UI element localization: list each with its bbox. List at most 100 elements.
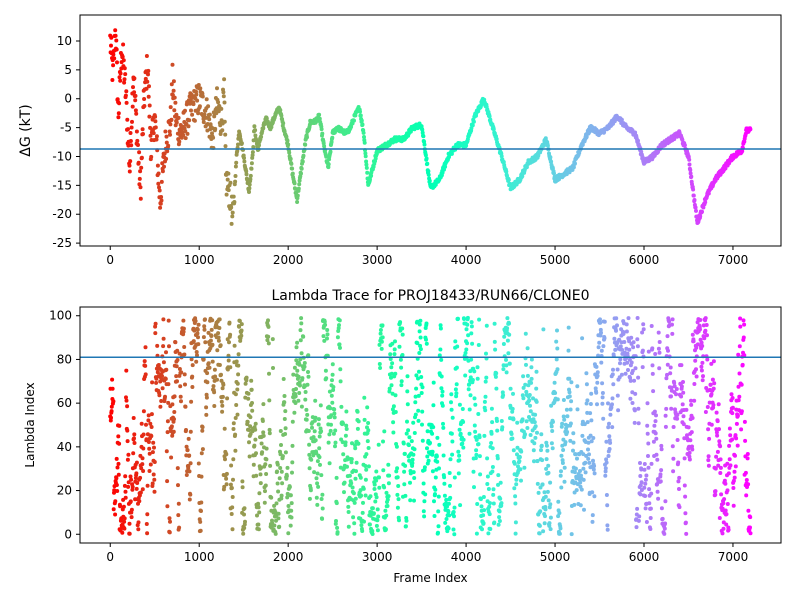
delta-g-point: [440, 170, 445, 175]
lambda-point: [544, 443, 549, 448]
lambda-point: [676, 479, 681, 484]
lambda-point: [561, 448, 566, 452]
lambda-point: [189, 357, 194, 362]
lambda-point: [110, 377, 115, 382]
lambda-point: [548, 527, 553, 532]
lambda-point: [266, 318, 270, 323]
lambda-point: [465, 315, 470, 320]
delta-g-point: [136, 143, 140, 147]
x-tick-label: 7000: [718, 253, 749, 267]
lambda-point: [442, 493, 447, 498]
lambda-point: [585, 398, 590, 403]
lambda-point: [462, 317, 467, 321]
lambda-point: [550, 446, 555, 451]
lambda-point: [261, 430, 266, 435]
lambda-point: [219, 372, 223, 377]
lambda-point: [395, 505, 400, 510]
lambda-point: [441, 425, 446, 430]
x-tick-label: 3000: [362, 253, 393, 267]
lambda-point: [589, 418, 594, 423]
lambda-point: [561, 398, 566, 402]
lambda-point: [133, 476, 138, 480]
delta-g-point: [289, 161, 294, 166]
delta-g-panel: 0 1000 2000 3000 4000 5000 6000 7000 1050-5-10-…: [18, 14, 782, 267]
lambda-point: [674, 392, 678, 397]
lambda-point: [382, 429, 387, 434]
lambda-point: [510, 406, 515, 411]
lambda-point: [217, 363, 222, 367]
lambda-point: [417, 369, 421, 374]
lambda-point: [196, 322, 201, 327]
lambda-point: [521, 374, 526, 379]
delta-g-point: [211, 135, 216, 140]
lambda-point: [472, 423, 477, 428]
delta-g-point: [253, 133, 258, 138]
lambda-point: [592, 494, 597, 499]
lambda-point: [418, 347, 423, 352]
lambda-point: [579, 487, 584, 492]
lambda-point: [379, 339, 384, 344]
lambda-point: [624, 329, 629, 334]
lambda-panel: Lambda Trace for PROJ18433/RUN66/CLONE0 …: [23, 288, 782, 585]
lambda-point: [363, 477, 368, 482]
lambda-point: [327, 461, 332, 466]
lambda-point: [399, 383, 404, 388]
lambda-point: [136, 520, 141, 525]
lambda-point: [615, 367, 620, 372]
delta-g-point: [122, 80, 127, 85]
lambda-point: [584, 382, 589, 387]
lambda-point: [605, 503, 610, 508]
lambda-point: [246, 396, 251, 401]
lambda-point: [730, 396, 735, 400]
delta-g-point: [443, 164, 448, 169]
lambda-point: [663, 499, 668, 504]
delta-g-point: [360, 122, 365, 127]
lambda-point: [352, 521, 357, 526]
lambda-point: [204, 412, 209, 417]
lambda-point: [551, 419, 555, 424]
delta-g-point: [123, 72, 128, 77]
lambda-point: [529, 357, 534, 362]
lambda-point: [483, 379, 488, 384]
delta-g-point: [353, 113, 358, 118]
delta-g-point: [177, 139, 182, 144]
lambda-point: [595, 380, 600, 385]
lambda-point: [439, 374, 444, 379]
lambda-point: [642, 462, 647, 466]
lambda-point: [633, 366, 638, 371]
lambda-point: [302, 361, 307, 365]
lambda-point: [446, 526, 451, 531]
lambda-point: [611, 367, 615, 372]
lambda-point: [249, 387, 254, 392]
lambda-point: [511, 448, 516, 453]
lambda-point: [256, 501, 261, 506]
lambda-point: [425, 454, 430, 459]
x-tick-label: 0: [106, 550, 114, 564]
lambda-point: [681, 414, 686, 419]
lambda-point: [727, 443, 732, 448]
lambda-point: [485, 474, 490, 479]
lambda-point: [362, 395, 367, 400]
lambda-point: [125, 439, 130, 444]
lambda-point: [388, 352, 393, 357]
delta-g-point: [137, 176, 142, 181]
delta-g-point: [121, 58, 126, 63]
lambda-point: [468, 393, 473, 398]
lambda-point: [170, 402, 175, 407]
lambda-point: [143, 345, 148, 350]
delta-g-point: [196, 111, 201, 116]
lambda-point: [745, 452, 750, 456]
lambda-point: [330, 372, 335, 377]
lambda-point: [438, 326, 443, 331]
lambda-point: [293, 401, 298, 405]
lambda-point: [332, 407, 337, 412]
lambda-point: [188, 492, 193, 497]
lambda-point: [319, 429, 324, 434]
lambda-point: [346, 510, 351, 514]
lambda-point: [228, 365, 233, 370]
lambda-point: [129, 477, 134, 482]
lambda-point: [267, 431, 272, 436]
delta-g-point: [688, 171, 693, 176]
lambda-point: [610, 425, 615, 430]
lambda-point: [164, 367, 169, 372]
